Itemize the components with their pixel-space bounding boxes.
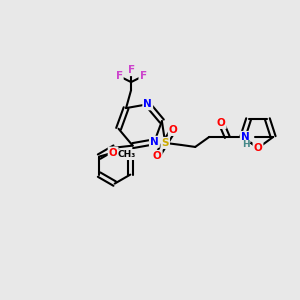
Text: F: F: [116, 71, 123, 81]
Text: S: S: [161, 138, 169, 148]
Text: O: O: [153, 151, 162, 161]
Text: H: H: [242, 140, 250, 149]
Text: CH₃: CH₃: [118, 150, 136, 159]
Text: N: N: [143, 99, 152, 109]
Text: N: N: [150, 137, 159, 147]
Text: F: F: [140, 71, 147, 81]
Text: O: O: [217, 118, 226, 128]
Text: O: O: [169, 125, 178, 135]
Text: O: O: [254, 143, 262, 153]
Text: F: F: [128, 65, 135, 75]
Text: O: O: [109, 148, 118, 158]
Text: N: N: [241, 132, 250, 142]
